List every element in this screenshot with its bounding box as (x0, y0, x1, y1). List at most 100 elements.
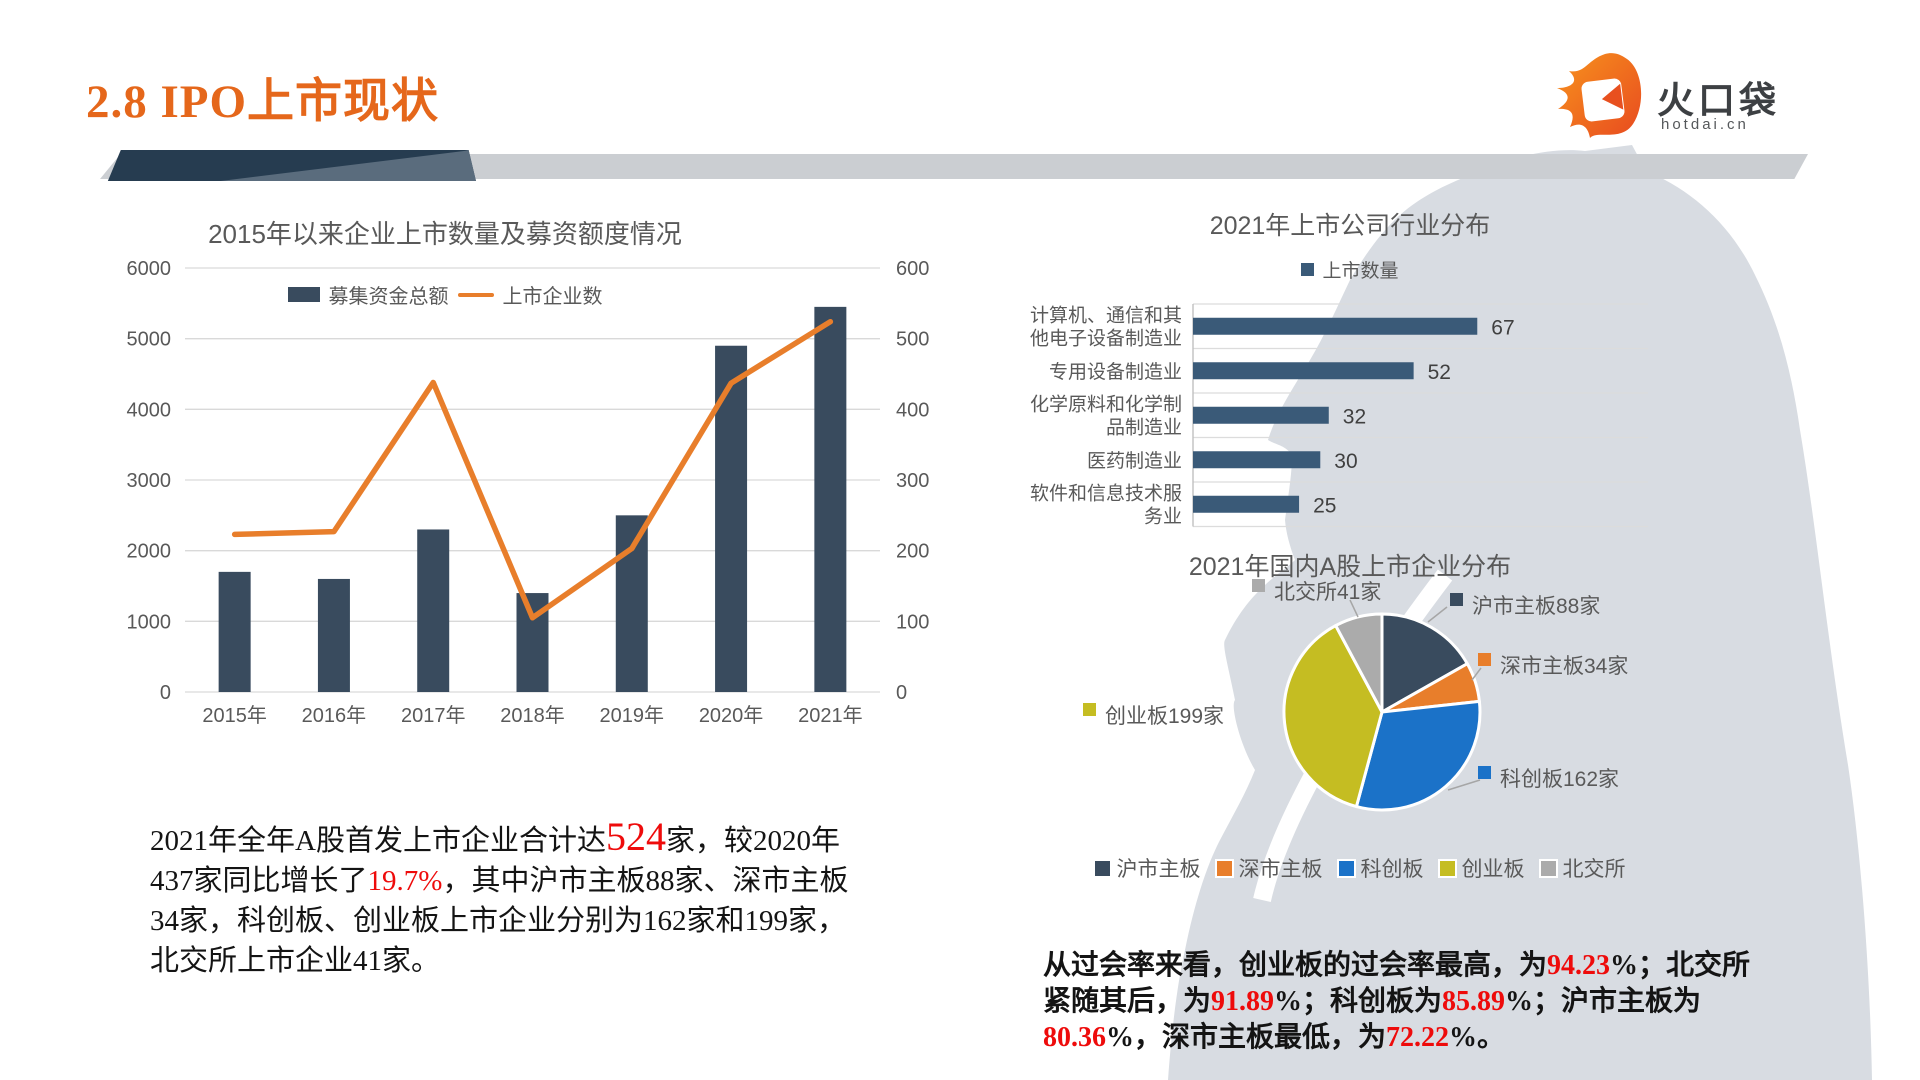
svg-text:2015年: 2015年 (202, 704, 267, 727)
pie-callout-chuangyeban: 创业板199家 (1083, 700, 1224, 730)
combo-chart-title: 2015年以来企业上市数量及募资额度情况 (208, 219, 682, 249)
pie-legend-item: 沪市主板 (1094, 853, 1201, 883)
svg-text:软件和信息技术服: 软件和信息技术服 (1030, 482, 1182, 504)
svg-text:2000: 2000 (127, 541, 172, 563)
svg-text:计算机、通信和其: 计算机、通信和其 (1030, 304, 1182, 326)
svg-text:专用设备制造业: 专用设备制造业 (1049, 361, 1182, 383)
callout-label-hushi: 沪市主板88家 (1472, 595, 1601, 618)
combo-chart-plot: 0 1000 2000 3000 4000 5000 6000 0 100 200 300 400 50… (127, 258, 930, 727)
callout-swatch-kechuangban (1478, 766, 1491, 779)
pie-legend-label: 北交所 (1562, 858, 1626, 881)
pie-chart-title: 2021年国内A股上市企业分布 (1188, 553, 1512, 581)
pie-legend-item: 北交所 (1540, 853, 1626, 883)
industry-chart-title: 2021年上市公司行业分布 (1209, 212, 1491, 240)
text-segment: %，深市主板最低，为 (1106, 1022, 1387, 1053)
pie-legend-swatch (1439, 860, 1455, 876)
legend-line-swatch (457, 292, 494, 297)
svg-text:0: 0 (160, 682, 171, 704)
svg-text:务业: 务业 (1144, 505, 1182, 527)
pie-legend-label: 创业板 (1461, 858, 1525, 881)
svg-text:400: 400 (896, 399, 929, 421)
summary-text-right: 从过会率来看，创业板的过会率最高，为94.23%；北交所紧随其后，为91.89%… (1043, 948, 1757, 1056)
svg-text:25: 25 (1313, 494, 1336, 517)
svg-text:0: 0 (896, 682, 907, 704)
legend-bar-label: 募集资金总额 (328, 286, 449, 308)
text-segment: %；科创板为 (1274, 986, 1443, 1017)
flame-icon (1557, 53, 1642, 138)
svg-text:3000: 3000 (127, 470, 172, 492)
pie-callout-shenshi: 深市主板34家 (1478, 650, 1628, 680)
svg-text:2016年: 2016年 (302, 704, 367, 727)
legend-industry-label: 上市数量 (1322, 261, 1399, 282)
callout-swatch-shenshi (1478, 653, 1491, 666)
pie-legend-item: 深市主板 (1216, 853, 1323, 883)
svg-text:2021年: 2021年 (798, 704, 863, 727)
pie-legend-label: 沪市主板 (1116, 858, 1201, 881)
pie-legend-swatch (1094, 860, 1110, 876)
text-segment: 家，较2020年437家同比增长了 (150, 825, 840, 897)
svg-text:5000: 5000 (127, 329, 172, 351)
text-segment: %；北交所紧随其后，为 (1043, 950, 1751, 1017)
callout-swatch-chuangyeban (1083, 703, 1096, 716)
pie-callout-hushi: 沪市主板88家 (1450, 590, 1600, 620)
svg-text:2019年: 2019年 (600, 704, 665, 727)
text-segment: 524 (605, 814, 666, 859)
text-segment: ，其中沪市主板88家、深市主板34家，科创板、创业板上市企业分别为162家和19… (150, 865, 849, 977)
legend-line-label: 上市企业数 (502, 286, 603, 308)
logo-name: 火口袋 (1657, 80, 1780, 121)
legend-bar-swatch (287, 287, 320, 302)
combo-chart-legend: 募集资金总额 上市企业数 (95, 280, 795, 309)
pie-legend-swatch (1216, 860, 1232, 876)
legend-industry-swatch (1301, 263, 1315, 276)
svg-text:1000: 1000 (127, 611, 172, 633)
svg-text:2020年: 2020年 (699, 704, 764, 727)
pie-legend-item: 创业板 (1439, 853, 1525, 883)
svg-text:2018年: 2018年 (500, 704, 565, 727)
svg-text:52: 52 (1428, 361, 1451, 384)
page-title: 2.8 IPO上市现状 (86, 76, 440, 128)
svg-text:30: 30 (1334, 450, 1357, 473)
svg-text:600: 600 (896, 258, 929, 280)
svg-text:200: 200 (896, 541, 929, 563)
text-segment: 2021年全年A股首发上市企业合计达 (150, 825, 606, 857)
text-segment: 91.89 (1211, 986, 1275, 1017)
pie-legend-label: 深市主板 (1238, 858, 1323, 881)
callout-label-beijiaosuo: 北交所41家 (1274, 581, 1382, 604)
text-segment: 85.89 (1442, 986, 1506, 1017)
svg-text:化学原料和化学制: 化学原料和化学制 (1030, 393, 1182, 415)
text-segment: 19.7% (367, 865, 443, 897)
text-segment: 80.36 (1043, 1022, 1106, 1053)
industry-chart-legend: 上市数量 (1040, 256, 1660, 283)
pie-legend-swatch (1338, 860, 1354, 876)
callout-swatch-beijiaosuo (1252, 579, 1265, 592)
svg-text:6000: 6000 (127, 258, 172, 280)
logo: 火口袋 hotdai.cn (1545, 42, 1795, 152)
text-segment: %；沪市主板为 (1505, 986, 1702, 1017)
text-segment: 94.23 (1547, 950, 1611, 981)
svg-text:100: 100 (896, 611, 929, 633)
pie-callout-beijiaosuo: 北交所41家 (1252, 576, 1381, 606)
pie-chart-plot (1282, 599, 1482, 812)
svg-text:300: 300 (896, 470, 929, 492)
text-segment: 72.22 (1386, 1022, 1450, 1053)
text-segment: 从过会率来看，创业板的过会率最高，为 (1043, 950, 1548, 981)
logo-domain: hotdai.cn (1661, 116, 1749, 133)
pie-callout-kechuangban: 科创板162家 (1478, 763, 1619, 793)
pie-legend-item: 科创板 (1338, 853, 1424, 883)
svg-text:2017年: 2017年 (401, 704, 466, 727)
svg-text:医药制造业: 医药制造业 (1087, 450, 1182, 472)
summary-text-left: 2021年全年A股首发上市企业合计达524家，较2020年437家同比增长了19… (150, 817, 868, 981)
pie-legend-label: 科创板 (1360, 858, 1424, 881)
pie-chart-legend: 沪市主板 深市主板 科创板 创业板 北交所 (1020, 853, 1700, 883)
svg-text:4000: 4000 (127, 399, 172, 421)
pie-legend-swatch (1540, 860, 1556, 876)
svg-text:67: 67 (1491, 316, 1514, 339)
text-segment: %。 (1449, 1022, 1506, 1053)
callout-swatch-hushi (1450, 593, 1463, 606)
svg-text:他电子设备制造业: 他电子设备制造业 (1030, 327, 1182, 349)
callout-label-chuangyeban: 创业板199家 (1105, 705, 1225, 728)
callout-label-shenshi: 深市主板34家 (1500, 655, 1629, 678)
svg-text:品制造业: 品制造业 (1106, 416, 1182, 438)
